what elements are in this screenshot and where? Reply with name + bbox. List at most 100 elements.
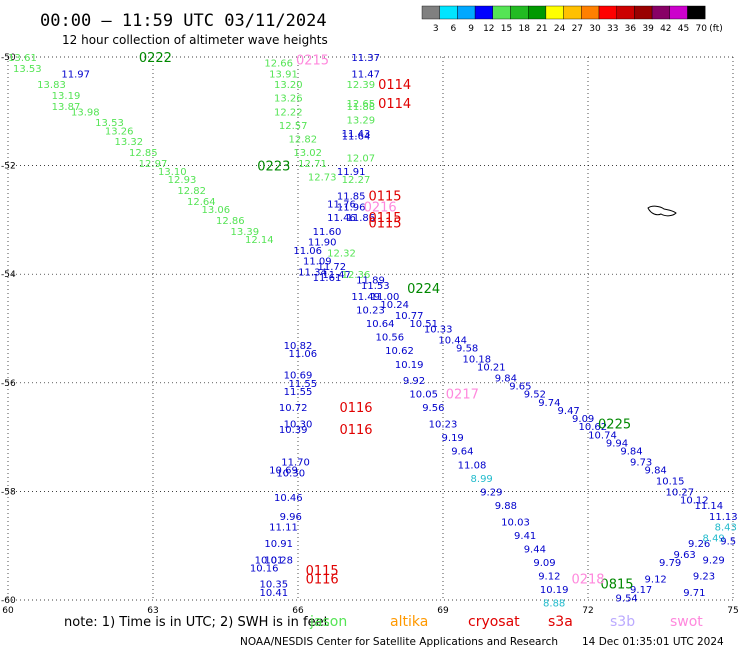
swh-value-label: 12.66 xyxy=(264,58,293,69)
swh-value-label: 9.56 xyxy=(422,403,444,414)
swh-value-label: 10.82 xyxy=(284,341,313,352)
swh-value-label: 11.06 xyxy=(293,246,322,257)
legend-item-s3b: s3b xyxy=(610,614,635,630)
swh-value-label: 13.32 xyxy=(115,137,144,148)
pass-id-label: 0222 xyxy=(139,51,172,66)
swh-value-label: 9.23 xyxy=(693,572,715,583)
swh-value-label: 11.55 xyxy=(284,387,313,398)
swh-value-label: 10.19 xyxy=(540,585,569,596)
scale-tick-label: 6 xyxy=(451,24,457,34)
color-swatch xyxy=(439,5,458,20)
color-scale-legend: 3 6 9 12 15 18 21 24 27 30 33 36 39 42 45 70 (ft) xyxy=(421,5,723,34)
swh-value-label: 11.14 xyxy=(695,501,724,512)
swh-value-label: 10.46 xyxy=(274,493,303,504)
swh-value-label: 11.11 xyxy=(269,523,298,534)
swh-value-label: 12.14 xyxy=(245,235,274,246)
swh-value-label: 9.74 xyxy=(538,398,560,409)
swh-value-label: 13.26 xyxy=(274,94,303,105)
footnote: note: 1) Time is in UTC; 2) SWH is in fe… xyxy=(64,615,329,630)
swh-value-label: 11.91 xyxy=(337,167,366,178)
swh-value-label: 12.65 xyxy=(347,99,376,110)
swh-value-label: 9.52 xyxy=(524,390,546,401)
color-swatch xyxy=(510,5,529,20)
swh-value-label: 9.17 xyxy=(630,585,652,596)
scale-tick-label: 70 xyxy=(695,24,707,34)
color-swatch xyxy=(457,5,476,20)
swh-value-label: 9.29 xyxy=(703,555,725,566)
page-subtitle: 12 hour collection of altimeter wave hei… xyxy=(62,33,328,47)
swh-value-label: 13.87 xyxy=(52,102,81,113)
scale-tick-label: 18 xyxy=(518,24,530,34)
swh-value-label: 11.53 xyxy=(361,281,390,292)
swh-value-label: 11.47 xyxy=(351,69,380,80)
scale-tick-label: 21 xyxy=(536,24,547,34)
graticule xyxy=(7,56,734,601)
swh-value-label: 11.72 xyxy=(318,262,347,273)
swh-value-label: 9.84 xyxy=(645,466,667,477)
color-swatch xyxy=(492,5,511,20)
swh-value-label: 10.91 xyxy=(264,539,293,550)
swh-value-label: 9.09 xyxy=(572,414,594,425)
swh-value-label: 11.46 xyxy=(327,213,356,224)
swh-value-label: 10.33 xyxy=(424,325,453,336)
pass-id-label: 0223 xyxy=(257,160,290,175)
pass-id-label: 0114 xyxy=(378,97,411,112)
pass-id-label: 0216 xyxy=(364,200,397,215)
swh-value-label: 13.83 xyxy=(37,80,66,91)
swh-value-label: 10.62 xyxy=(579,422,608,433)
swh-value-label: 9.09 xyxy=(533,558,555,569)
pass-id-label: 0217 xyxy=(446,388,479,403)
swh-value-label: 11.00 xyxy=(371,292,400,303)
lat-tick-label: -54 xyxy=(1,270,16,280)
credit-line: NOAA/NESDIS Center for Satellite Applica… xyxy=(240,636,558,648)
swh-value-label: 13.53 xyxy=(13,64,42,75)
pass-id-label: 0224 xyxy=(407,282,440,297)
lon-tick-label: 72 xyxy=(582,606,593,616)
swh-value-label: 13.20 xyxy=(274,80,303,91)
swh-value-label: 11.55 xyxy=(289,379,318,390)
swh-value-label: 9.73 xyxy=(630,458,652,469)
color-swatch xyxy=(474,5,494,20)
swh-value-label: 11.89 xyxy=(356,276,385,287)
swh-value-label: 11.37 xyxy=(351,53,380,64)
swh-value-label: 12.39 xyxy=(347,80,376,91)
pass-id-label: 0215 xyxy=(296,54,329,69)
swh-value-label: 13.98 xyxy=(71,107,100,118)
island-outline xyxy=(647,205,677,217)
swh-value-label: 9.92 xyxy=(403,376,425,387)
scale-unit-label: (ft) xyxy=(709,24,723,34)
swh-value-label: 9.88 xyxy=(495,501,517,512)
pass-id-label: 0115 xyxy=(368,189,401,204)
swh-value-label: 10.23 xyxy=(356,305,385,316)
swh-value-label: 11.61 xyxy=(313,273,342,284)
swh-value-label: 10.74 xyxy=(588,430,617,441)
swh-value-label: 10.56 xyxy=(376,333,405,344)
swh-value-label: 11.43 xyxy=(342,129,371,140)
swh-value-label: 11.49 xyxy=(351,292,380,303)
scale-tick-label: 42 xyxy=(660,24,671,34)
scale-tick-label: 33 xyxy=(607,24,618,34)
scale-tick-label: 36 xyxy=(625,24,637,34)
swh-value-label: 10.69 xyxy=(284,371,313,382)
swh-value-label: 12.93 xyxy=(168,175,197,186)
swh-value-label: 9.71 xyxy=(683,588,705,599)
swh-value-label: 9.94 xyxy=(606,439,628,450)
swh-value-label: 8.43 xyxy=(715,523,737,534)
swh-value-label: 11.96 xyxy=(337,202,366,213)
swh-value-label: 10.24 xyxy=(380,300,409,311)
swh-value-label: 10.12 xyxy=(680,496,709,507)
swh-value-label: 9.47 xyxy=(558,406,580,417)
swh-value-label: 11.64 xyxy=(342,132,371,143)
swh-value-label: 10.01 xyxy=(255,555,284,566)
lon-tick-label: 63 xyxy=(147,606,158,616)
swh-value-label: 11.47 xyxy=(322,270,351,281)
color-swatch xyxy=(669,5,688,20)
lat-tick-label: -58 xyxy=(1,487,16,497)
lon-tick-label: 69 xyxy=(437,606,449,616)
swh-value-label: 9.26 xyxy=(688,539,710,550)
swh-value-label: 12.73 xyxy=(308,172,337,183)
pass-id-label: 0116 xyxy=(339,423,372,438)
color-swatch xyxy=(581,5,600,20)
swh-value-label: 9.64 xyxy=(451,447,473,458)
swh-value-label: 10.16 xyxy=(250,563,279,574)
